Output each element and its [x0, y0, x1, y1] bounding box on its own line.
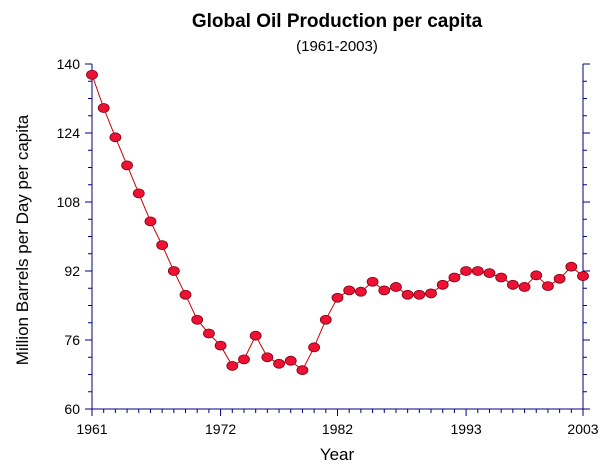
data-point: [319, 314, 332, 325]
x-tick-label: 1961: [76, 421, 107, 437]
data-point: [121, 160, 133, 171]
data-point: [238, 354, 250, 365]
data-point: [378, 285, 391, 296]
x-tick-labels: 1961 1972 1982 1993 2003: [76, 421, 598, 437]
data-point: [331, 292, 344, 303]
data-point: [144, 216, 157, 227]
y-tick-label: 124: [57, 125, 81, 141]
data-point: [577, 271, 589, 282]
data-point: [483, 268, 496, 279]
x-tick-label: 1972: [205, 421, 236, 437]
chart-title: Global Oil Production per capita: [192, 11, 483, 32]
data-point: [553, 273, 566, 284]
y-axis-title: Million Barrels per Day per capita: [13, 114, 32, 365]
chart-subtitle: (1961-2003): [296, 38, 378, 55]
y-tick-labels: 60 76 92 108 124 140: [57, 56, 81, 417]
data-point: [471, 266, 484, 276]
data-point: [542, 281, 554, 291]
data-point: [203, 328, 215, 339]
data-point: [354, 286, 367, 297]
data-point: [226, 360, 239, 371]
data-point: [390, 282, 402, 292]
axes: [85, 63, 590, 416]
data-point: [343, 285, 356, 296]
data-point: [97, 103, 110, 113]
y-tick-label: 76: [64, 332, 80, 348]
x-tick-label: 2003: [567, 421, 598, 437]
data-point: [156, 240, 169, 251]
data-point: [191, 314, 204, 325]
data-point: [273, 358, 285, 369]
series-line-group: [91, 74, 584, 371]
data-point: [261, 352, 274, 363]
data-point: [413, 289, 426, 300]
data-point: [179, 289, 192, 300]
data-point: [308, 342, 321, 353]
data-point: [448, 272, 461, 283]
data-point: [132, 188, 145, 199]
data-point: [425, 288, 437, 299]
data-point: [109, 132, 122, 143]
series-line: [91, 74, 584, 371]
data-point: [296, 365, 309, 376]
data-point: [284, 355, 297, 366]
x-axis-title: Year: [320, 445, 355, 464]
y-tick-label: 140: [57, 56, 81, 72]
data-point: [214, 340, 227, 351]
x-tick-label: 1982: [322, 421, 353, 437]
y-tick-label: 108: [57, 194, 81, 210]
data-point: [167, 266, 180, 276]
data-point: [366, 276, 379, 287]
data-point: [495, 272, 508, 283]
data-point: [249, 330, 262, 341]
data-point: [565, 261, 578, 272]
data-point: [506, 279, 519, 290]
data-point: [460, 266, 472, 276]
data-point: [436, 279, 449, 290]
data-point: [518, 282, 531, 292]
y-tick-label: 60: [64, 401, 80, 417]
series-points-group: [86, 69, 589, 376]
y-tick-label: 92: [64, 263, 80, 279]
data-point: [530, 270, 543, 281]
data-point: [401, 289, 414, 300]
data-point: [86, 69, 98, 80]
x-tick-label: 1993: [451, 421, 482, 437]
